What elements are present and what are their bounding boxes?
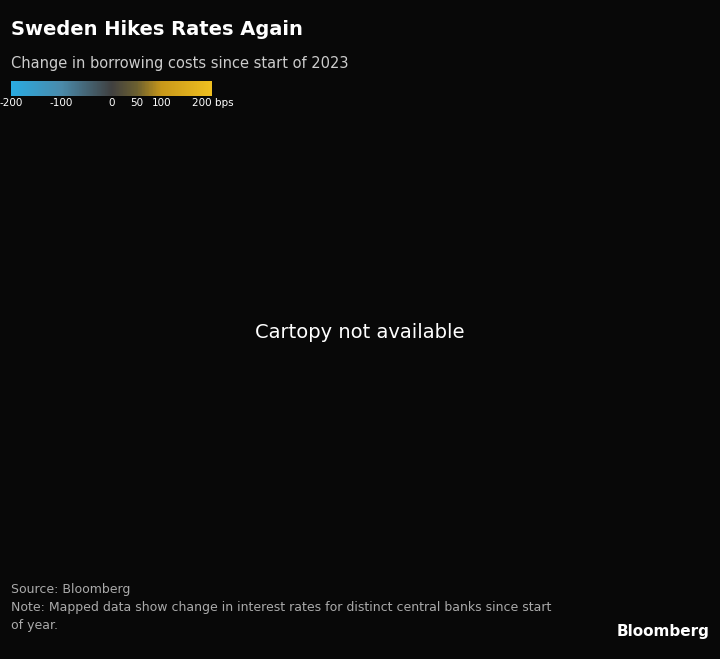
Text: Change in borrowing costs since start of 2023: Change in borrowing costs since start of…: [11, 56, 348, 71]
Text: Sweden Hikes Rates Again: Sweden Hikes Rates Again: [11, 20, 302, 39]
Text: Cartopy not available: Cartopy not available: [256, 324, 464, 342]
Text: Bloomberg: Bloomberg: [616, 624, 709, 639]
Text: Source: Bloomberg
Note: Mapped data show change in interest rates for distinct c: Source: Bloomberg Note: Mapped data show…: [11, 583, 552, 632]
